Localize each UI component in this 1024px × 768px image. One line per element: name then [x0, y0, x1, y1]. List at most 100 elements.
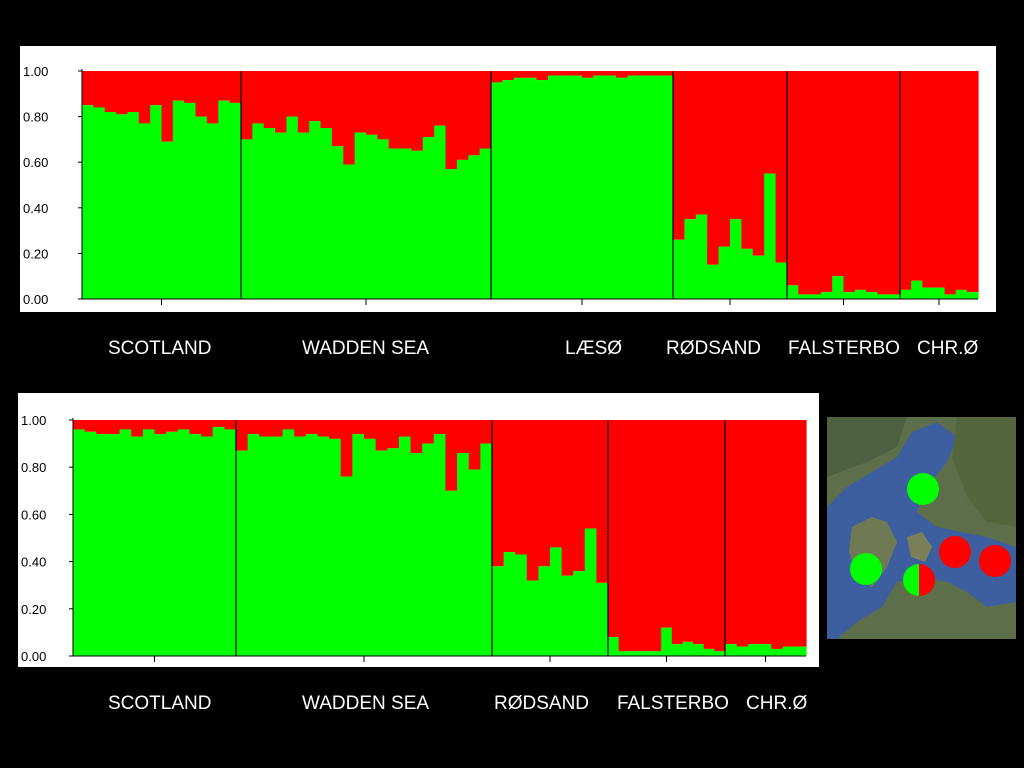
structure-plot-bottom: 0.00 0.20 0.40 0.60 0.80 1.00 [18, 393, 819, 667]
population-rodsand [492, 420, 609, 656]
bar-red-segment [224, 420, 237, 430]
bar-green-segment [309, 121, 322, 299]
bar-green-segment [456, 159, 469, 299]
bar-red-segment [748, 420, 761, 645]
bar-red-segment [730, 71, 742, 220]
label-laeso-top: LÆSØ [565, 338, 623, 359]
bar-red-segment [673, 71, 685, 240]
bar-green-segment [259, 436, 272, 656]
bar-green-segment [387, 448, 400, 656]
bar-green-segment [104, 112, 117, 299]
bar-red-segment [206, 71, 219, 124]
structure-plot-bottom-svg: 0.00 0.20 0.40 0.60 0.80 1.00 [21, 413, 807, 664]
bar-red-segment [456, 71, 469, 160]
bar-green-segment [343, 164, 356, 299]
population-wadden-sea [236, 420, 493, 656]
bar-green-segment [411, 150, 424, 299]
bar-red-segment [329, 420, 342, 439]
bar-red-segment [96, 420, 109, 435]
bar-green-segment [759, 644, 772, 656]
bar-red-segment [639, 420, 652, 652]
bar-red-segment [398, 420, 412, 437]
bar-red-segment [354, 71, 367, 133]
y-tick-label: 0.80 [23, 110, 48, 125]
bar-green-segment [206, 123, 219, 299]
bar-red-segment [142, 420, 156, 430]
label-wadden-sea-top: WADDEN SEA [302, 338, 430, 359]
bar-green-segment [320, 128, 333, 299]
bar-green-segment [604, 75, 617, 299]
bar-red-segment [550, 420, 563, 548]
bar-red-segment [618, 420, 630, 652]
bar-green-segment [547, 75, 560, 299]
bar-green-segment [492, 566, 505, 656]
structure-plot-top-svg: 0.00 0.20 0.40 0.60 0.80 1.00 [23, 64, 979, 307]
marker-rodsand-green-half [903, 564, 919, 596]
bar-red-segment [127, 71, 140, 113]
bar-red-segment [695, 71, 708, 215]
bar-green-segment [422, 443, 435, 656]
bar-green-segment [195, 116, 208, 299]
marker-chro [979, 545, 1011, 577]
bar-green-segment [294, 436, 307, 656]
bar-red-segment [218, 71, 231, 101]
bar-red-segment [84, 420, 97, 432]
map-zealand [907, 532, 932, 562]
bar-red-segment [794, 420, 807, 647]
marker-wadden-sea [850, 553, 882, 585]
bar-red-segment [650, 71, 663, 76]
bar-red-segment [377, 71, 390, 140]
bar-red-segment [832, 71, 845, 277]
y-tick-label: 1.00 [23, 64, 48, 79]
y-tick-label: 0.00 [23, 292, 48, 307]
marker-laeso [907, 473, 939, 505]
bar-red-segment [480, 420, 493, 444]
label-rodsand-top: RØDSAND [666, 338, 762, 359]
population-chr-o [900, 71, 979, 299]
bar-green-segment [82, 105, 94, 299]
bar-red-segment [457, 420, 470, 454]
sampling-map [827, 417, 1016, 639]
bar-red-segment [714, 420, 726, 652]
bar-green-segment [900, 289, 912, 299]
bar-red-segment [547, 71, 560, 76]
bar-green-segment [96, 434, 109, 656]
bar-red-segment [593, 71, 606, 76]
bar-red-segment [161, 71, 174, 142]
bar-green-segment [538, 566, 551, 656]
bar-green-segment [166, 431, 179, 656]
bar-green-segment [201, 436, 214, 656]
bar-red-segment [671, 420, 684, 645]
bar-red-segment [286, 71, 299, 117]
bar-red-segment [638, 71, 651, 76]
y-tick-label: 0.20 [21, 602, 46, 617]
bar-green-segment [782, 646, 796, 656]
bar-red-segment [944, 71, 957, 295]
bar-green-segment [832, 276, 845, 299]
bar-red-segment [503, 420, 516, 553]
bar-red-segment [782, 420, 796, 647]
bar-red-segment [201, 420, 214, 437]
bar-green-segment [457, 453, 470, 656]
bar-red-segment [771, 420, 784, 649]
bar-red-segment [538, 420, 551, 567]
bar-green-segment [184, 102, 197, 299]
bar-green-segment [798, 294, 811, 299]
bar-red-segment [375, 420, 388, 451]
bar-green-segment [561, 575, 574, 656]
bar-red-segment [259, 420, 272, 437]
bar-green-segment [317, 436, 330, 656]
bar-green-segment [525, 77, 538, 299]
bar-red-segment [184, 71, 197, 103]
bar-red-segment [434, 71, 447, 126]
bar-red-segment [177, 420, 191, 430]
bar-green-segment [703, 648, 715, 656]
bar-green-segment [93, 107, 106, 299]
bar-red-segment [775, 71, 788, 263]
y-tick-label: 0.60 [23, 155, 48, 170]
bar-green-segment [502, 80, 515, 299]
population-scotland [82, 71, 242, 299]
bar-green-segment [212, 427, 225, 656]
bar-green-segment [748, 644, 761, 656]
bar-green-segment [154, 434, 167, 656]
